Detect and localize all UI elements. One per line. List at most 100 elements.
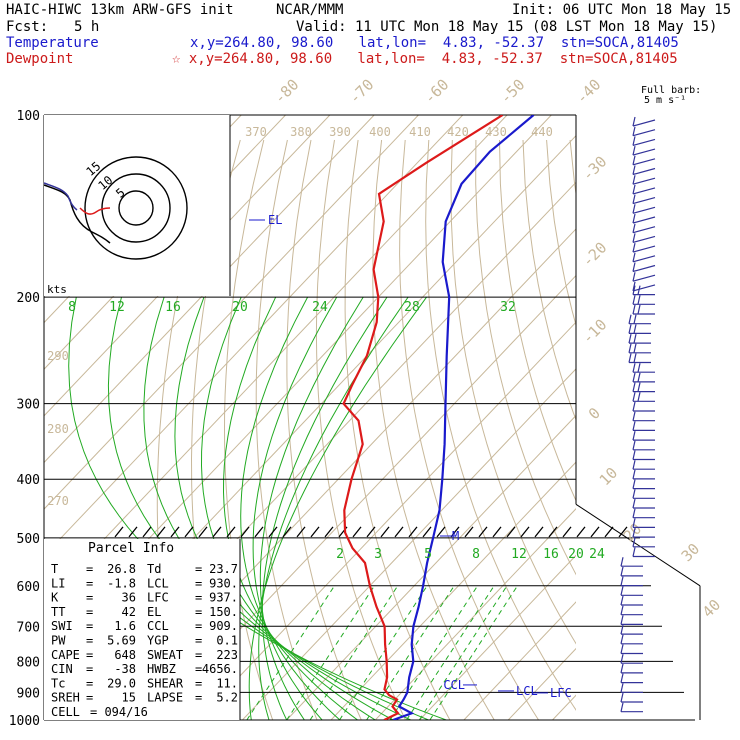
wind-barb-feather — [620, 702, 624, 712]
wind-barb-shaft — [632, 167, 656, 176]
parcel-info-title: Parcel Info — [88, 541, 174, 556]
wind-barb-feather — [632, 518, 636, 528]
wind-barb-shaft — [632, 187, 656, 195]
isotherm-label: -80 — [271, 76, 303, 108]
mixing-ratio-label: 12 — [511, 547, 527, 562]
parcel-row-eq: = — [195, 576, 202, 590]
temperature-legend-label: Temperature — [6, 35, 99, 51]
freezing-level-hatch — [422, 526, 432, 538]
parcel-row-value: 5.69 — [107, 634, 136, 648]
isotherm-line — [44, 115, 419, 510]
mixing-ratio-line — [286, 585, 375, 720]
freezing-level-hatch — [156, 526, 166, 538]
dry-adiabat-line — [425, 139, 576, 711]
wind-barb-feather — [628, 343, 632, 353]
parcel-row-value-2: 23.7 — [209, 562, 238, 576]
parcel-row-eq: = — [86, 662, 93, 676]
wind-barb-feather — [620, 605, 624, 615]
theta-label: 440 — [531, 125, 553, 139]
wind-barb-feather — [632, 194, 636, 204]
isotherm-label: -50 — [497, 76, 529, 108]
wind-barb-feather — [632, 498, 636, 509]
wind-barb-feather — [620, 566, 624, 577]
dewpoint-profile-line — [342, 115, 504, 720]
parcel-row-value-2: 937. — [209, 591, 238, 605]
theta-label: 400 — [369, 125, 391, 139]
wind-barb-feather — [632, 479, 636, 489]
wind-barb-feather — [632, 392, 636, 402]
parcel-row-value: 26.8 — [107, 562, 136, 576]
parcel-row-value-2: 930. — [209, 576, 238, 590]
parcel-row-value: 1.6 — [114, 619, 136, 633]
wind-barb-feather — [620, 557, 624, 567]
wind-barb-shaft — [632, 158, 656, 166]
mixing-ratio-line — [309, 585, 399, 720]
parcel-row-label-2: HWBZ — [147, 662, 176, 676]
dry-adiabat-line — [315, 139, 407, 720]
dry-adiabat-line — [399, 139, 540, 720]
wind-barb-feather — [632, 382, 636, 392]
parcel-row-label: PW — [51, 634, 66, 648]
mixing-ratio-label: 5 — [424, 547, 432, 562]
wind-barb-shaft — [632, 226, 656, 234]
parcel-row-value: -1.8 — [107, 576, 136, 590]
wind-barb-shaft — [632, 138, 656, 146]
freezing-level-hatch — [464, 526, 474, 538]
isotherm-label: -70 — [346, 76, 378, 108]
wind-barb-shaft — [632, 274, 656, 282]
chart-right-slope — [575, 503, 701, 587]
freezing-level-hatch — [114, 526, 124, 538]
parcel-row-eq: = — [195, 691, 202, 705]
isotherm-label: 30 — [678, 540, 704, 566]
parcel-row-value: 29.0 — [107, 676, 136, 690]
wind-barb-feather — [632, 204, 636, 214]
mixing-ratio-line — [366, 585, 455, 720]
moist-adiabat-line — [222, 296, 358, 720]
wind-barb-feather — [632, 304, 636, 315]
wind-barb-feather — [632, 281, 636, 292]
hodograph-background — [44, 115, 230, 296]
parcel-row-value: 42 — [122, 605, 136, 619]
wind-barb-feather — [637, 363, 641, 373]
mixing-ratio-label: 16 — [543, 547, 559, 562]
wind-barb-shaft — [632, 119, 656, 127]
parcel-row-label-2: CCL — [147, 619, 169, 633]
parcel-row-label-2: LFC — [147, 591, 169, 605]
wind-barb-feather — [628, 353, 632, 363]
wind-barb-shaft — [632, 235, 656, 243]
freezing-level-hatch — [198, 526, 208, 538]
parcel-row-eq: = — [86, 676, 93, 690]
parcel-row-label: T — [51, 562, 58, 576]
dry-adiabat-line — [450, 139, 576, 645]
parcel-row-label: K — [51, 591, 59, 605]
wind-barb-feather — [632, 450, 636, 460]
freezing-level-hatch — [520, 526, 530, 538]
marker-label-lfc: LFC — [550, 686, 572, 700]
isotherm-label: -10 — [579, 316, 611, 348]
wind-barb-shaft — [632, 129, 656, 137]
wind-barb-shaft — [632, 148, 656, 156]
wind-barbs-column — [620, 116, 656, 713]
model-title: HAIC-HIWC 13km ARW-GFS init — [6, 2, 234, 18]
hodograph-ring — [118, 190, 154, 226]
freezing-level-hatch — [604, 526, 614, 538]
parcel-row-value-2: 0.1 — [216, 634, 238, 648]
dry-adiabat-line — [664, 140, 740, 733]
mixing-ratio-label: 24 — [589, 547, 605, 562]
wind-barb-feather — [632, 155, 636, 165]
parcel-row-eq: = — [86, 576, 93, 590]
theta-label: 280 — [47, 422, 69, 436]
freezing-level-hatch — [254, 526, 264, 538]
theta-e-label: 28 — [404, 300, 420, 315]
isotherm-line — [374, 508, 576, 720]
theta-e-label: 8 — [68, 300, 76, 315]
wind-barb-feather — [632, 440, 636, 450]
wind-barb-feather — [632, 372, 636, 383]
pressure-tick-label: 100 — [17, 109, 40, 124]
wind-barb-shaft — [632, 177, 656, 185]
parcel-row-eq: = — [195, 605, 202, 619]
isotherm-line — [552, 694, 576, 720]
wind-barb-feather — [632, 165, 636, 175]
theta-label: 430 — [485, 125, 507, 139]
theta-label: 380 — [290, 125, 312, 139]
